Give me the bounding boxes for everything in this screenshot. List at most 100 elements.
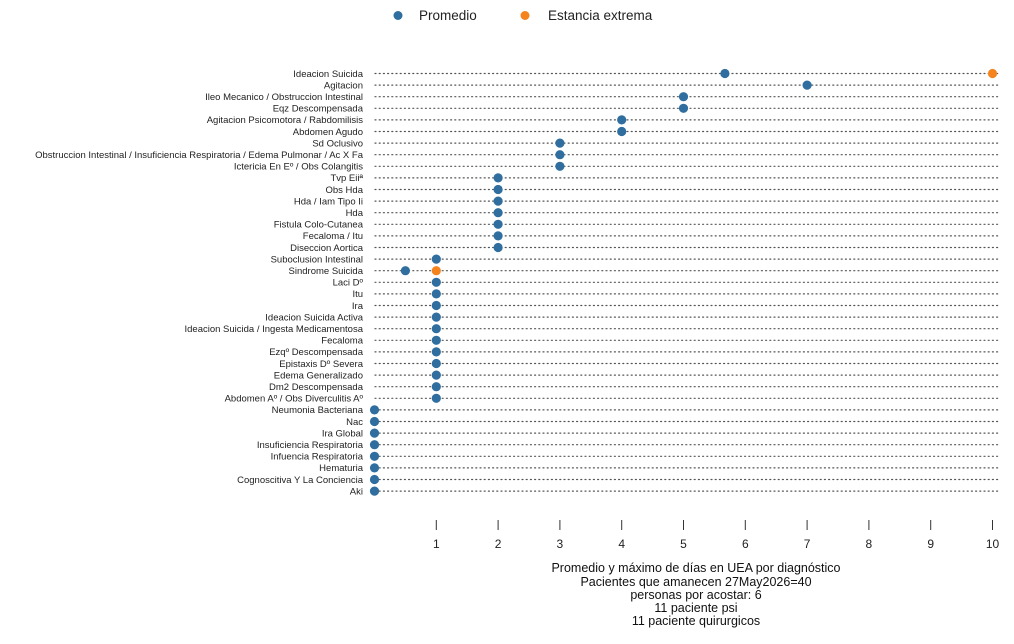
- promedio-point: [493, 231, 503, 241]
- category-label: Ideacion Suicida Activa: [265, 312, 363, 323]
- axis-title-line-1: Promedio y máximo de días en UEA por dia…: [551, 561, 840, 575]
- x-tick-label: 4: [618, 537, 625, 551]
- category-label: Sd Oclusivo: [312, 138, 363, 149]
- x-tick-label: 10: [986, 537, 1000, 551]
- promedio-point: [369, 405, 380, 415]
- x-tick-label: 7: [804, 537, 811, 551]
- category-label: Hda / Iam Tipo Ii: [294, 196, 363, 207]
- category-label: Infuencia Respiratoria: [271, 452, 364, 463]
- promedio-point: [431, 358, 441, 369]
- promedio-point: [555, 138, 565, 148]
- category-label: Laci Dº: [333, 278, 364, 289]
- category-label: Fecaloma: [321, 336, 363, 347]
- promedio-point: [431, 335, 441, 345]
- promedio-point: [369, 416, 380, 427]
- category-label: Obs Hda: [326, 185, 364, 196]
- category-label: Abdomen Aº / Obs Diverculitis Aº: [225, 394, 364, 405]
- category-label: Neumonia Bacteriana: [272, 405, 364, 416]
- promedio-point: [617, 115, 627, 125]
- promedio-point: [431, 277, 441, 287]
- axis-title-line-4: 11 paciente psi: [654, 601, 737, 615]
- category-label: Agitacion: [324, 80, 363, 91]
- promedio-point: [493, 173, 503, 183]
- x-tick-label: 8: [866, 537, 873, 551]
- promedio-point: [369, 428, 380, 438]
- promedio-point: [369, 463, 380, 473]
- legend-marker-2: [520, 11, 530, 20]
- x-tick-label: 2: [495, 537, 502, 551]
- promedio-point: [431, 382, 441, 392]
- axis-title-line-5: 11 paciente quirurgicos: [632, 614, 760, 628]
- category-label: Fecaloma / Itu: [303, 231, 363, 242]
- data-points: [369, 68, 998, 496]
- category-label: Nac: [346, 417, 363, 428]
- promedio-point: [431, 289, 441, 299]
- estancia-extrema-point: [431, 266, 441, 276]
- x-axis: 1 2 3 4 5 6 7 8 9 10: [433, 520, 1000, 551]
- category-label: Ideacion Suicida / Ingesta Medicamentosa: [185, 324, 364, 335]
- legend-marker-1: [393, 11, 403, 20]
- promedio-point: [493, 219, 503, 229]
- category-label: Dm2 Descompensada: [269, 382, 364, 393]
- category-label: Obstruccion Intestinal / Insuficiencia R…: [35, 150, 364, 161]
- category-label: Tvp Eiiª: [330, 173, 363, 184]
- promedio-point: [802, 80, 812, 90]
- category-label: Agitacion Psicomotora / Rabdomilisis: [207, 115, 364, 126]
- category-label: Hematuria: [319, 463, 364, 474]
- x-tick-label: 6: [742, 537, 749, 551]
- category-label: Ideacion Suicida: [293, 69, 363, 80]
- promedio-point: [617, 126, 627, 137]
- promedio-point: [555, 150, 565, 160]
- x-tick-label: 5: [680, 537, 687, 551]
- category-label: Suboclusion Intestinal: [271, 254, 363, 265]
- promedio-point: [431, 347, 441, 357]
- category-label: Epistaxis Dº Severa: [279, 359, 363, 370]
- category-label: Ictericia En Eº / Obs Colangitis: [234, 162, 363, 173]
- category-label: Ezqº Descompensada: [269, 347, 363, 358]
- axis-title-line-3: personas por acostar: 6: [630, 588, 761, 602]
- promedio-point: [431, 300, 441, 311]
- legend: Promedio Estancia extrema: [393, 8, 653, 23]
- promedio-point: [369, 486, 380, 496]
- category-label: Sindrome Suicida: [289, 266, 364, 277]
- legend-label-1: Promedio: [419, 8, 477, 23]
- promedio-point: [720, 68, 730, 79]
- promedio-point: [400, 266, 410, 276]
- axis-title-block: Promedio y máximo de días en UEA por dia…: [551, 561, 840, 628]
- category-label: Ira Global: [322, 428, 363, 439]
- x-tick-label: 1: [433, 537, 440, 551]
- promedio-point: [493, 208, 503, 218]
- estancia-extrema-point: [987, 68, 998, 79]
- category-label: Fistula Colo-Cutanea: [274, 220, 364, 231]
- promedio-point: [555, 161, 565, 171]
- promedio-point: [493, 184, 503, 195]
- promedio-point: [678, 92, 689, 102]
- category-label: Eqz Descompensada: [273, 104, 364, 115]
- category-label: Itu: [352, 289, 363, 300]
- promedio-point: [369, 451, 380, 461]
- promedio-point: [431, 393, 441, 403]
- legend-label-2: Estancia extrema: [548, 8, 653, 23]
- category-label: Diseccion Aortica: [290, 243, 364, 254]
- promedio-point: [493, 242, 503, 253]
- promedio-point: [431, 324, 441, 334]
- promedio-point: [431, 254, 441, 264]
- category-label: Ira: [352, 301, 364, 312]
- category-label: Cognoscitiva Y La Conciencia: [237, 475, 364, 486]
- promedio-point: [431, 312, 441, 322]
- grid-lines: [374, 72, 1001, 492]
- category-label: Edema Generalizado: [274, 370, 363, 381]
- x-tick-label: 3: [557, 537, 564, 551]
- category-label: Insuficiencia Respiratoria: [257, 440, 364, 451]
- axis-title-line-2: Pacientes que amanecen 27May2026=40: [580, 575, 811, 589]
- promedio-point: [493, 196, 503, 206]
- promedio-point: [369, 474, 380, 485]
- category-label: Ileo Mecanico / Obstruccion Intestinal: [205, 92, 363, 103]
- category-label: Hda: [346, 208, 364, 219]
- promedio-point: [369, 440, 380, 450]
- category-label: Aki: [350, 486, 363, 497]
- promedio-point: [431, 370, 441, 380]
